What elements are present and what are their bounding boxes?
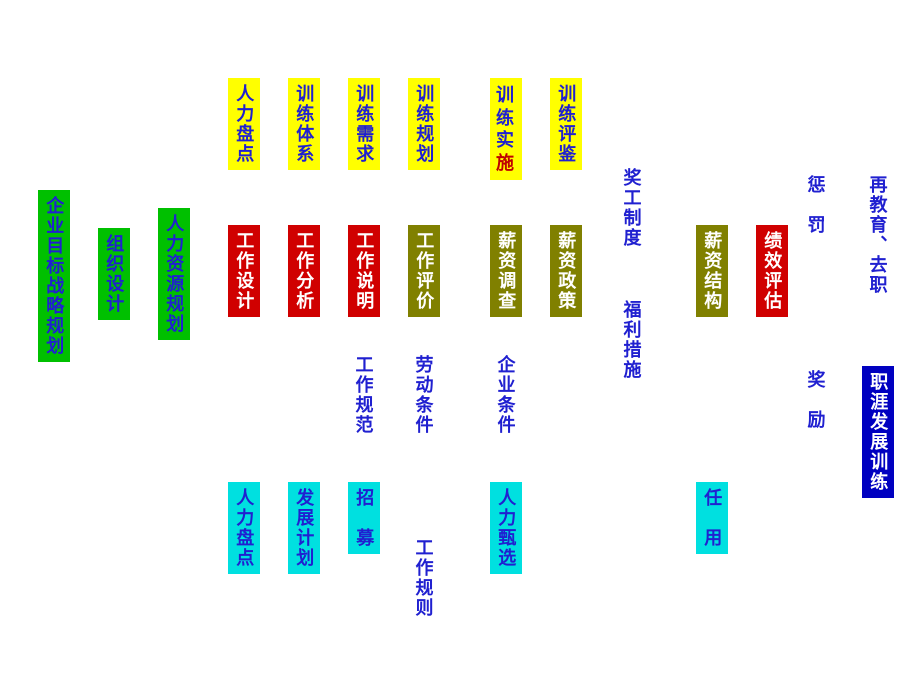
box-o2: 薪资调查 — [490, 225, 522, 317]
box-y5: 训练实施 — [490, 78, 522, 180]
text-p8: 再教育、去职 — [866, 175, 889, 295]
box-c5: 任 用 — [696, 482, 728, 554]
box-r4: 绩效评估 — [756, 225, 788, 317]
box-r2: 工作分析 — [288, 225, 320, 317]
box-b1: 职涯发展训练 — [862, 366, 894, 498]
text-p9: 奖 励 — [804, 370, 827, 430]
box-r1: 工作设计 — [228, 225, 260, 317]
box-y1: 人力盘点 — [228, 78, 260, 170]
box-c4: 人力甄选 — [490, 482, 522, 574]
text-p6: 工作规则 — [412, 538, 435, 618]
text-p1: 奖工制度 — [620, 168, 643, 248]
box-c2: 发展计划 — [288, 482, 320, 574]
box-y6: 训练评鉴 — [550, 78, 582, 170]
box-c3: 招 募 — [348, 482, 380, 554]
text-p5: 企业条件 — [494, 355, 517, 435]
box-g3: 人力资源规划 — [158, 208, 190, 340]
text-p4: 劳动条件 — [412, 355, 435, 435]
box-y3: 训练需求 — [348, 78, 380, 170]
box-y2: 训练体系 — [288, 78, 320, 170]
box-y4: 训练规划 — [408, 78, 440, 170]
box-o3: 薪资政策 — [550, 225, 582, 317]
box-g1: 企业目标战略规划 — [38, 190, 70, 362]
box-c1: 人力盘点 — [228, 482, 260, 574]
text-p3: 工作规范 — [352, 355, 375, 435]
text-p2: 福利措施 — [620, 300, 643, 380]
text-p7: 惩 罚 — [804, 175, 827, 235]
box-o4: 薪资结构 — [696, 225, 728, 317]
box-g2: 组织设计 — [98, 228, 130, 320]
box-o1: 工作评价 — [408, 225, 440, 317]
box-r3: 工作说明 — [348, 225, 380, 317]
